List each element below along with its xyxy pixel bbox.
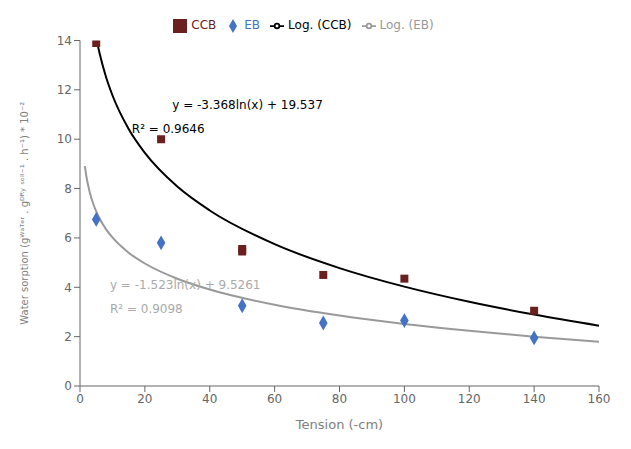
svg-text:R² = 0.9098: R² = 0.9098 bbox=[110, 302, 183, 316]
html-text:EB: EB bbox=[244, 18, 261, 32]
svg-text:R² = 0.9646: R² = 0.9646 bbox=[132, 122, 205, 136]
svg-text:Tension (-cm): Tension (-cm) bbox=[295, 417, 383, 432]
svg-text:2: 2 bbox=[64, 330, 72, 344]
svg-text:8: 8 bbox=[64, 182, 72, 196]
svg-text:40: 40 bbox=[202, 392, 217, 406]
html-text:CCB: CCB bbox=[191, 18, 217, 32]
svg-text:10: 10 bbox=[57, 132, 72, 146]
svg-text:0: 0 bbox=[76, 392, 84, 406]
svg-text:20: 20 bbox=[137, 392, 152, 406]
svg-text:Water sorption (gᵂᵃᵀᵉʳ . gᴰᴿʸ: Water sorption (gᵂᵃᵀᵉʳ . gᴰᴿʸ ˢᵒᴵˡ⁻¹ . h… bbox=[19, 102, 30, 325]
svg-text:y = -1.523ln(x) + 9.5261: y = -1.523ln(x) + 9.5261 bbox=[110, 278, 261, 292]
svg-text:120: 120 bbox=[458, 392, 481, 406]
svg-text:80: 80 bbox=[332, 392, 347, 406]
svg-text:140: 140 bbox=[523, 392, 546, 406]
svg-text:12: 12 bbox=[57, 83, 72, 97]
html-text:Log. (EB): Log. (EB) bbox=[379, 18, 434, 32]
svg-text:60: 60 bbox=[267, 392, 282, 406]
html-text:Log. (CCB): Log. (CCB) bbox=[288, 18, 352, 32]
svg-text:100: 100 bbox=[393, 392, 416, 406]
svg-text:4: 4 bbox=[64, 281, 72, 295]
svg-text:0: 0 bbox=[64, 379, 72, 393]
svg-text:6: 6 bbox=[64, 231, 72, 245]
svg-text:160: 160 bbox=[588, 392, 611, 406]
svg-text:y = -3.368ln(x) + 19.537: y = -3.368ln(x) + 19.537 bbox=[172, 98, 323, 112]
svg-text:14: 14 bbox=[57, 34, 72, 48]
